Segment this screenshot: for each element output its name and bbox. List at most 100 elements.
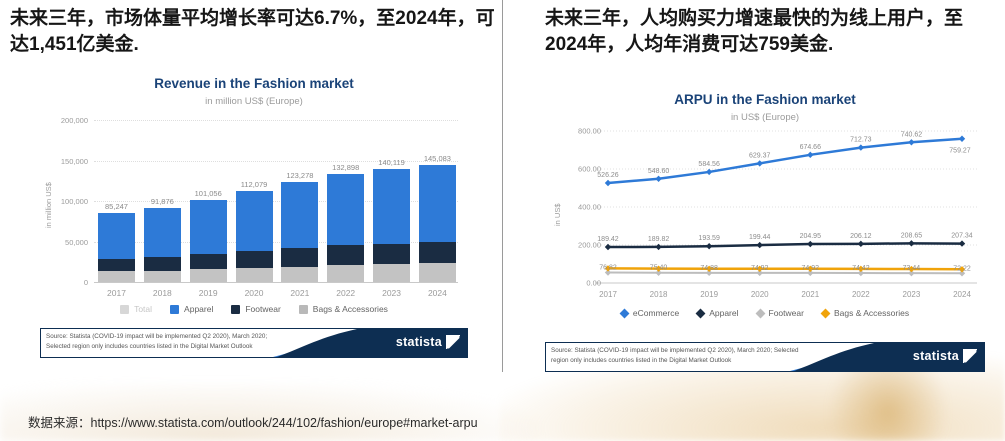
- legend-item-bags-accessories: Bags & Accessories: [298, 304, 388, 314]
- statista-logo: statista: [913, 349, 977, 363]
- revenue-plot-area: 200,000 150,000 100,000 50,000 0 85,247 2017 91…: [61, 116, 458, 298]
- footer-swoosh-graphic: [273, 329, 467, 357]
- value-label-apparel: 208.65: [901, 232, 923, 239]
- value-label-apparel: 189.82: [648, 236, 670, 243]
- chart-source-text: Source: Statista (COVID-19 impact will b…: [551, 347, 799, 364]
- value-label-bags-accessories: 76.82: [599, 264, 617, 271]
- legend-label: Bags & Accessories: [312, 304, 388, 314]
- bar-stack: [98, 212, 135, 282]
- legend-swatch: [820, 308, 831, 318]
- marker-ecommerce: [705, 168, 713, 176]
- statista-logo-mark: [963, 349, 977, 363]
- bar-segment-bags-accessories: [418, 263, 456, 282]
- value-label-ecommerce: 629.37: [749, 152, 771, 159]
- bar-segment-apparel: [98, 212, 135, 259]
- value-label-ecommerce: 712.73: [850, 137, 872, 144]
- revenue-chart-subtitle: in million US$ (Europe): [205, 96, 303, 107]
- marker-apparel: [857, 240, 865, 248]
- marker-ecommerce: [908, 139, 915, 146]
- bar-stack: [281, 182, 319, 282]
- bar-value-label: 132,898: [332, 163, 360, 173]
- bar-segment-footwear: [327, 245, 365, 266]
- value-label-bags-accessories: 75.40: [650, 265, 668, 272]
- x-axis-label-2024: 2024: [953, 290, 971, 299]
- bar-value-label: 91,876: [150, 196, 174, 206]
- bar-segment-bags-accessories: [98, 271, 135, 282]
- bar-segment-bags-accessories: [327, 265, 365, 282]
- bar-segment-apparel: [235, 191, 273, 252]
- x-axis-label-2024: 2024: [427, 288, 447, 298]
- marker-ecommerce: [756, 160, 763, 167]
- legend-item-footwear: Footwear: [755, 308, 804, 318]
- bar-2021: 123,278 2021: [281, 171, 319, 298]
- value-label-apparel: 206.12: [850, 233, 872, 240]
- bar-segment-footwear: [373, 243, 411, 265]
- value-label-apparel: 199.44: [749, 234, 771, 241]
- bar-value-label: 145,083: [423, 153, 451, 163]
- x-axis-label-2018: 2018: [650, 290, 668, 299]
- marker-footwear: [908, 269, 915, 277]
- x-axis-label-2022: 2022: [852, 290, 870, 299]
- marker-bags-accessories: [604, 265, 612, 272]
- x-axis-label-2019: 2019: [198, 288, 218, 298]
- legend-item-footwear: Footwear: [231, 304, 281, 314]
- bar-stack: [418, 164, 456, 282]
- y-axis-tick: 50,000: [65, 237, 88, 247]
- value-label-apparel: 204.95: [800, 233, 822, 240]
- value-label-apparel: 207.34: [951, 233, 973, 240]
- x-axis-label-2021: 2021: [290, 288, 310, 298]
- bar-value-label: 123,278: [286, 171, 314, 181]
- x-axis-label-2022: 2022: [336, 288, 356, 298]
- statista-logo-text: statista: [395, 335, 442, 349]
- y-axis-tick: 400.00: [578, 203, 601, 212]
- marker-footwear: [705, 269, 713, 277]
- legend-label: Footwear: [768, 308, 804, 318]
- legend-item-ecommerce: eCommerce: [619, 308, 680, 318]
- marker-bags-accessories: [908, 265, 915, 273]
- value-label-bags-accessories: 74.92: [802, 265, 820, 272]
- x-axis-label-2023: 2023: [903, 290, 921, 299]
- value-label-bags-accessories: 74.42: [852, 265, 870, 272]
- marker-footwear: [958, 270, 966, 277]
- value-label-apparel: 193.59: [698, 235, 720, 242]
- value-label-ecommerce: 740.62: [901, 131, 923, 138]
- legend-item-bags-accessories: Bags & Accessories: [820, 308, 910, 318]
- bar-2020: 112,079 2020: [235, 180, 273, 298]
- revenue-chart-title: Revenue in the Fashion market: [154, 76, 354, 91]
- y-axis-tick: 100,000: [60, 197, 88, 206]
- legend-label: Total: [134, 304, 153, 314]
- marker-apparel: [705, 243, 713, 250]
- value-label-ecommerce: 674.66: [800, 144, 822, 151]
- bar-segment-footwear: [235, 251, 273, 269]
- x-axis-label-2020: 2020: [751, 290, 769, 299]
- line-footwear: [607, 271, 963, 275]
- legend-label: eCommerce: [632, 308, 680, 318]
- y-axis-tick: 150,000: [60, 156, 88, 166]
- y-axis-tick: 200,000: [60, 116, 88, 125]
- legend-label: Bags & Accessories: [833, 308, 910, 318]
- value-label-ecommerce: 548.60: [648, 168, 670, 175]
- statista-logo-mark: [446, 335, 460, 349]
- bar-slots: 85,247 2017 91,876 2018 101,056 2019 112,079 20…: [98, 120, 456, 298]
- right-headline: 未来三年，人均购买力增速最快的为线上用户，至2024年，人均年消费可达759美金…: [545, 8, 964, 56]
- bar-2024: 145,083 2024: [418, 153, 456, 298]
- legend-item-total: Total: [120, 304, 152, 314]
- bar-2022: 132,898 2022: [327, 163, 365, 298]
- value-label-bags-accessories: 74.88: [700, 265, 718, 272]
- bar-segment-apparel: [281, 182, 319, 249]
- legend-swatch: [755, 308, 765, 318]
- bar-segment-footwear: [418, 241, 456, 264]
- gridline: [94, 282, 458, 283]
- arpu-chart-title: ARPU in the Fashion market: [674, 92, 856, 107]
- arpu-plot-area: 800.00 600.00 400.00 200.00 0.00 2017 2018 2019…: [578, 127, 977, 299]
- bar-value-label: 101,056: [194, 189, 222, 199]
- legend-swatch: [619, 308, 630, 318]
- y-axis-tick: 800.00: [578, 127, 601, 136]
- bar-segment-bags-accessories: [189, 269, 227, 282]
- marker-apparel: [756, 241, 763, 249]
- line-bags-accessories: [607, 267, 963, 271]
- arpu-chart-subtitle: in US$ (Europe): [730, 112, 800, 123]
- bar-segment-bags-accessories: [281, 266, 319, 282]
- bar-segment-bags-accessories: [235, 268, 273, 282]
- left-headline: 未来三年，市场体量平均增长率可达6.7%，至2024年，可达1,451亿美金.: [10, 8, 495, 56]
